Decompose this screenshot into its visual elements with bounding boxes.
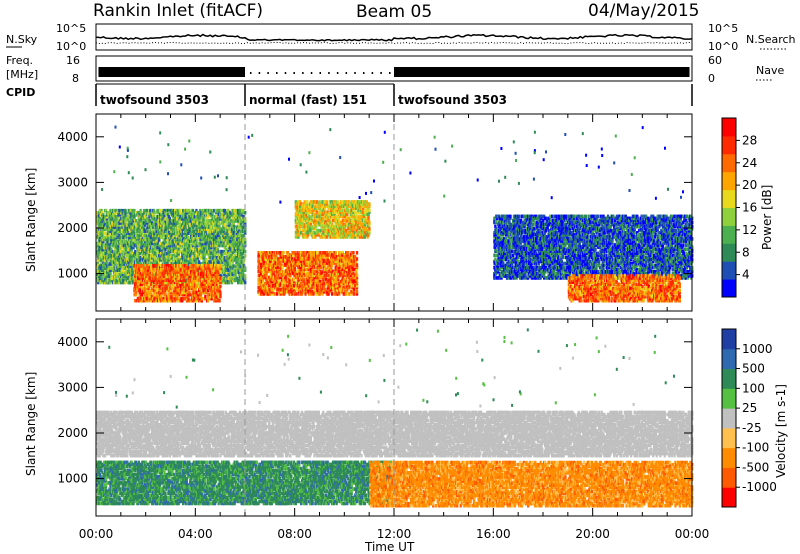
noise-sky-trace — [96, 35, 692, 41]
scatter-cell — [282, 251, 284, 255]
scatter-cell — [219, 285, 221, 289]
noise-left-label: N.Sky — [6, 33, 38, 46]
nave-tick-top: 60 — [708, 54, 722, 67]
freq-dot — [389, 72, 391, 74]
freq-dot — [337, 72, 339, 74]
scatter-cell — [244, 211, 246, 215]
freq-dot — [250, 72, 252, 74]
nave-tick-bottom: 0 — [708, 72, 715, 85]
scatter-cell — [219, 276, 221, 280]
scatter-cell — [187, 236, 189, 240]
freq-label-bottom: [MHz] — [6, 68, 38, 81]
freq-dot — [372, 72, 374, 74]
scatter-cell — [139, 252, 141, 256]
scatter-cell — [146, 209, 148, 213]
cpid-segment-label: twofsound 3503 — [100, 93, 209, 107]
noise-right-label: N.Search — [746, 33, 796, 46]
freq-dot — [302, 72, 304, 74]
freq-tick-bottom: 8 — [72, 72, 79, 85]
freq-label-top: Freq. — [6, 54, 33, 67]
scatter-cell — [244, 281, 246, 285]
noise-left-tick-top: 10^5 — [56, 22, 86, 35]
scatter-cell — [219, 291, 221, 295]
scatter-cell — [219, 264, 221, 268]
freq-bar-twofsound-1 — [98, 67, 245, 77]
scatter-cell — [179, 264, 181, 268]
beam-title: Beam 05 — [356, 2, 432, 22]
cpid-row: twofsound 3503 normal (fast) 151 twofsound… — [96, 84, 692, 107]
scatter-cell — [218, 221, 220, 225]
scatter-cell — [219, 270, 221, 274]
freq-dot — [363, 72, 365, 74]
scatter-cell — [155, 264, 157, 268]
freq-dot — [293, 72, 295, 74]
scatter-cell — [179, 209, 181, 213]
freq-dot — [285, 72, 287, 74]
freq-dot — [267, 72, 269, 74]
freq-dot — [320, 72, 322, 74]
scatter-cell — [204, 295, 206, 299]
freq-bars — [98, 67, 689, 77]
freq-bar-twofsound-2 — [394, 67, 690, 77]
freq-dot — [259, 72, 261, 74]
scatter-cell — [233, 264, 235, 268]
scatter-cell — [135, 291, 137, 295]
noise-right-tick-top: 10^5 — [708, 22, 738, 35]
scatter-cell — [218, 299, 220, 303]
scatter-cell — [244, 250, 246, 254]
date-title: 04/May/2015 — [588, 1, 700, 21]
freq-tick-top: 16 — [66, 54, 80, 67]
station-title: Rankin Inlet (fitACF) — [93, 1, 263, 21]
noise-right-tick-bottom: 10^0 — [708, 40, 738, 53]
nave-label: Nave — [756, 64, 784, 77]
freq-dot — [354, 72, 356, 74]
freq-dot — [380, 72, 382, 74]
power-scatter — [96, 114, 693, 311]
scatter-cell — [201, 297, 203, 301]
cpid-label: CPID — [6, 86, 35, 99]
freq-dot — [276, 72, 278, 74]
freq-dot — [346, 72, 348, 74]
cpid-segment-label: normal (fast) 151 — [249, 93, 367, 107]
freq-dot — [311, 72, 313, 74]
freq-dot — [328, 72, 330, 74]
cpid-segment-label: twofsound 3503 — [398, 93, 507, 107]
scatter-cell — [183, 278, 185, 282]
noise-search-trace — [96, 42, 692, 43]
noise-left-tick-bottom: 10^0 — [56, 40, 86, 53]
